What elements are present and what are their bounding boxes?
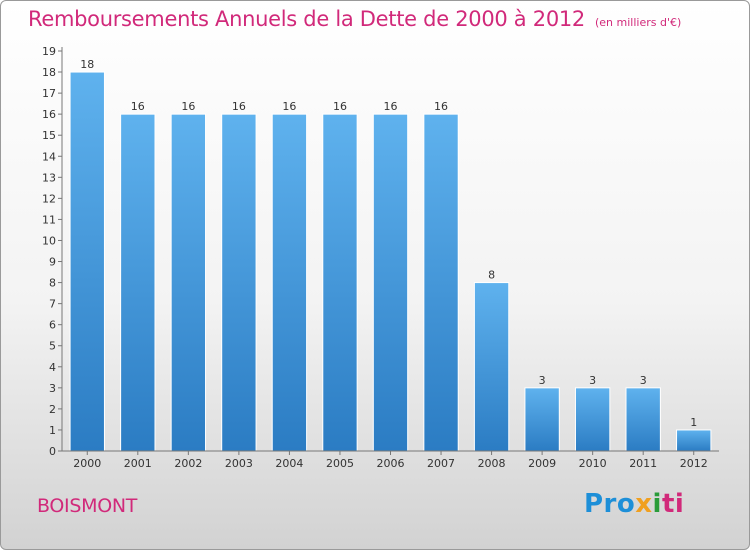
data-label: 16 [232, 100, 246, 113]
y-tick-label: 1 [49, 424, 56, 437]
y-tick-label: 13 [42, 171, 56, 184]
y-tick-label: 3 [49, 382, 56, 395]
y-tick-label: 15 [42, 129, 56, 142]
y-tick-label: 18 [42, 66, 56, 79]
data-label: 16 [282, 100, 296, 113]
y-tick-label: 2 [49, 403, 56, 416]
x-tick-label: 2000 [73, 457, 101, 470]
y-tick-label: 10 [42, 234, 56, 247]
data-label: 16 [333, 100, 347, 113]
x-tick-label: 2003 [225, 457, 253, 470]
x-tick-label: 2012 [680, 457, 708, 470]
x-tick-label: 2001 [124, 457, 152, 470]
data-label: 16 [181, 100, 195, 113]
chart-title-text: Remboursements Annuels de la Dette de 20… [28, 7, 585, 31]
y-tick-label: 0 [49, 445, 56, 458]
y-tick-label: 12 [42, 192, 56, 205]
x-tick-label: 2010 [579, 457, 607, 470]
chart-title: Remboursements Annuels de la Dette de 20… [28, 7, 681, 31]
bar-2008[interactable] [473, 282, 510, 452]
y-tick-label: 5 [49, 340, 56, 353]
bar-2003[interactable] [221, 113, 257, 452]
y-tick-label: 4 [49, 361, 56, 374]
x-tick-label: 2008 [478, 457, 506, 470]
bar-2005[interactable] [322, 113, 358, 452]
bar-2006[interactable] [372, 113, 409, 452]
logo-part-3: i [652, 489, 662, 519]
y-tick-label: 9 [49, 256, 56, 269]
data-label: 16 [131, 100, 145, 113]
data-label: 8 [488, 269, 495, 282]
x-tick-label: 2002 [174, 457, 202, 470]
x-tick-label: 2005 [326, 457, 354, 470]
logo-part-4: ti [661, 489, 685, 519]
town-name: BOISMONT [37, 495, 138, 517]
bars-layer [69, 71, 712, 452]
logo-part-1: Pro [584, 489, 636, 519]
proxiti-logo[interactable]: Proxiti [584, 489, 684, 519]
data-labels: 18 16 16 16 16 16 16 16 8 3 3 3 1 [80, 58, 697, 429]
y-tick-label: 16 [42, 108, 56, 121]
data-label: 3 [589, 374, 596, 387]
data-label: 3 [539, 374, 546, 387]
y-tick-label: 17 [42, 87, 56, 100]
x-tick-label: 2011 [629, 457, 657, 470]
bar-2002[interactable] [170, 113, 207, 452]
y-tick-label: 11 [42, 213, 56, 226]
y-tick-label: 19 [42, 45, 56, 58]
logo-part-2: x [635, 489, 653, 519]
x-tick-label: 2007 [427, 457, 455, 470]
y-tick-label: 14 [42, 150, 56, 163]
bar-2001[interactable] [120, 113, 156, 452]
x-tick-label: 2004 [275, 457, 303, 470]
bar-2009[interactable] [524, 387, 560, 452]
chart-unit-note: (en milliers d'€) [595, 16, 682, 29]
y-tick-label: 7 [49, 298, 56, 311]
data-label: 1 [690, 416, 697, 429]
x-ticks: 2000 2001 2002 2003 2004 2005 2006 2007 2008 2009… [73, 451, 708, 470]
bar-2012[interactable] [676, 429, 712, 452]
bar-2000[interactable] [69, 71, 105, 452]
bar-2010[interactable] [574, 387, 611, 452]
x-tick-label: 2006 [377, 457, 405, 470]
bar-2011[interactable] [625, 387, 661, 452]
bar-2004[interactable] [271, 113, 308, 452]
y-tick-label: 8 [49, 277, 56, 290]
x-tick-label: 2009 [528, 457, 556, 470]
data-label: 16 [384, 100, 398, 113]
data-label: 16 [434, 100, 448, 113]
y-tick-label: 6 [49, 319, 56, 332]
data-label: 18 [80, 58, 94, 71]
data-label: 3 [640, 374, 647, 387]
bar-2007[interactable] [423, 113, 459, 452]
